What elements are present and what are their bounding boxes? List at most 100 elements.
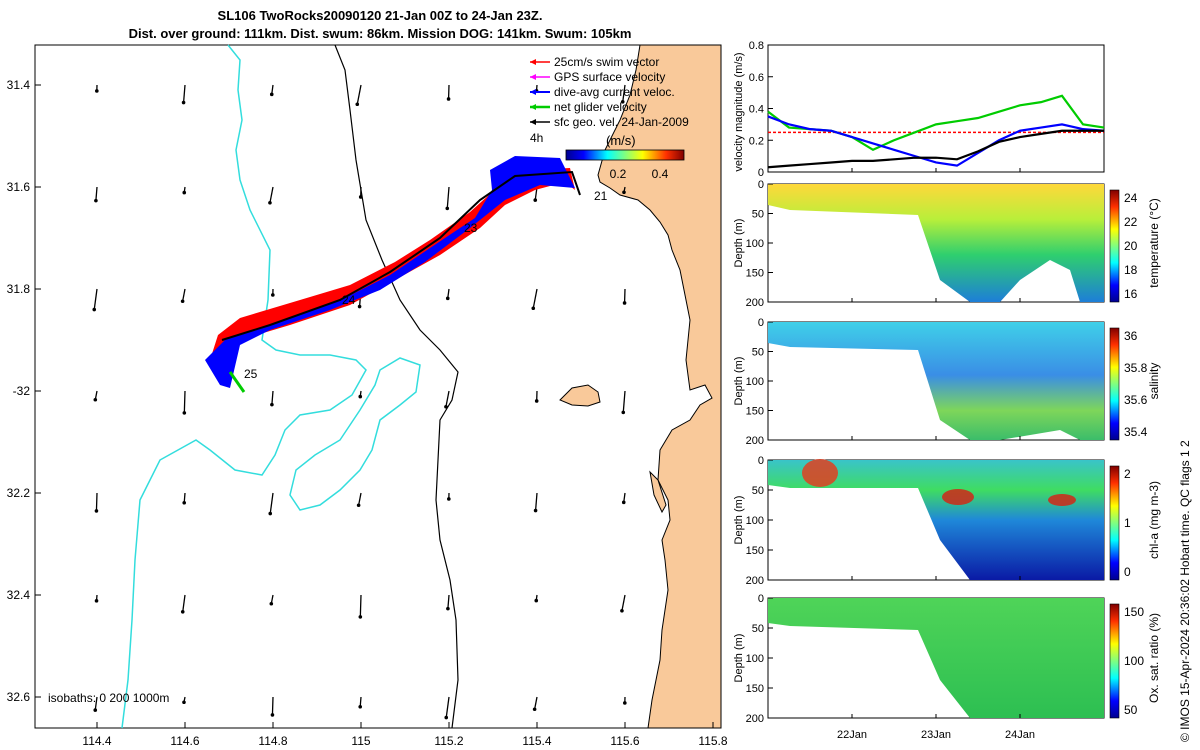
legend-gps-velocity: GPS surface velocity xyxy=(530,70,665,84)
depth-tick-label: 100 xyxy=(746,653,764,665)
time-axis: 22Jan 23Jan 24Jan xyxy=(837,168,1035,741)
velocity-ytick-label: 0 xyxy=(758,167,764,179)
geo-arrowhead xyxy=(621,410,626,415)
salinity-colorbar xyxy=(1109,327,1120,441)
speed-colorbar xyxy=(565,149,685,161)
lat-tick-label: 32.6 xyxy=(7,690,31,704)
depth-tick-label: 0 xyxy=(758,593,764,605)
geo-arrowhead xyxy=(268,511,273,516)
lon-tick-label: 114.4 xyxy=(82,734,111,748)
velocity-ytick-label: 0.4 xyxy=(749,104,764,116)
depth-tick-label: 200 xyxy=(746,575,764,587)
island xyxy=(559,384,601,407)
day-label-25: 25 xyxy=(244,367,258,381)
lon-tick-label: 115.4 xyxy=(522,734,551,748)
depth-tick-label: 50 xyxy=(752,209,764,221)
velocity-frame xyxy=(767,44,1105,173)
colorbar-tick-label: 100 xyxy=(1124,654,1144,668)
geo-arrowhead xyxy=(180,299,185,304)
geo-arrowhead xyxy=(356,503,361,508)
chlorophyll-panel: 2 1 0 xyxy=(767,459,1131,581)
velocity-ytick-label: 0.2 xyxy=(749,135,764,147)
salinity-panel: 36 35.8 35.6 35.4 xyxy=(767,321,1148,441)
geo-arrow xyxy=(534,492,538,511)
legend-label: sfc geo. vel. 24-Jan-2009 xyxy=(554,115,689,129)
day-label-24: 24 xyxy=(342,293,356,307)
geo-arrowhead xyxy=(94,599,99,603)
velocity-series-line xyxy=(767,129,1104,169)
legend-label: dive-avg current veloc. xyxy=(554,85,675,99)
oxygen-colorbar xyxy=(1109,603,1120,719)
geo-arrowhead xyxy=(94,198,98,203)
depth-tick-label: 50 xyxy=(752,347,764,359)
depth-tick-label: 0 xyxy=(758,455,764,467)
colorbar-tick-label: 18 xyxy=(1124,263,1138,277)
geo-arrowhead xyxy=(181,100,186,105)
velocity-ylabel: velocity magnitude (m/s) xyxy=(733,52,745,171)
geo-arrowhead xyxy=(623,701,627,705)
colorbar-tick: 0.4 xyxy=(652,167,669,181)
geo-arrowhead xyxy=(270,402,274,407)
geo-arrowhead xyxy=(270,713,275,717)
net-glider-velocity-arrow xyxy=(228,371,246,393)
oxygen-panel: 150 100 50 xyxy=(767,597,1144,719)
oxygen-field xyxy=(768,598,1104,718)
lon-tick-label: 114.6 xyxy=(170,734,199,748)
lat-tick-label: 31.4 xyxy=(7,78,31,92)
depth-tick-label: 150 xyxy=(746,545,764,557)
geo-arrowhead xyxy=(269,601,274,606)
isobaths-label: isobaths: 0 200 1000m xyxy=(48,691,169,705)
geo-arrow xyxy=(445,390,450,407)
dive-avg-current-band xyxy=(205,156,575,388)
legend-label: 25cm/s swim vector xyxy=(554,55,659,69)
time-tick-label: 24Jan xyxy=(1005,729,1035,741)
day-label-21: 21 xyxy=(594,189,608,203)
day-label-23: 23 xyxy=(464,221,478,235)
geo-arrowhead xyxy=(358,195,363,199)
map-legend: 25cm/s swim vector GPS surface velocity … xyxy=(530,55,689,129)
colorbar-tick-label: 35.4 xyxy=(1124,425,1148,439)
geo-arrowhead xyxy=(355,102,360,107)
temperature-colorbar xyxy=(1109,189,1120,303)
geo-arrowhead xyxy=(358,394,363,399)
velocity-ytick-label: 0.8 xyxy=(749,40,764,52)
lon-tick-label: 115.6 xyxy=(610,734,639,748)
colorbar-tick: 0.2 xyxy=(610,167,627,181)
colorbar-tick-label: 150 xyxy=(1124,605,1144,619)
geo-arrowhead xyxy=(358,615,363,619)
geo-arrow xyxy=(356,84,362,105)
longitude-axis: 114.4 114.6 114.8 115 115.2 115.4 115.6 115.8 xyxy=(82,722,728,748)
lon-tick-label: 115.8 xyxy=(698,734,727,748)
geo-arrow xyxy=(359,594,362,617)
depth-axis-label: Depth (m) xyxy=(733,496,745,545)
temperature-field xyxy=(768,184,1104,302)
colorbar-title: (m/s) xyxy=(606,133,636,148)
geo-arrow xyxy=(271,696,274,715)
legend-dive-avg: dive-avg current veloc. xyxy=(530,85,675,99)
colorbar-tick-label: 35.8 xyxy=(1124,361,1148,375)
depth-tick-label: 50 xyxy=(752,485,764,497)
geo-arrow xyxy=(533,696,538,710)
plot-title-line1: SL106 TwoRocks20090120 21-Jan 00Z to 24-… xyxy=(217,8,543,23)
depth-axis-label: Depth (m) xyxy=(733,357,745,406)
geo-arrowhead xyxy=(446,97,451,101)
colorbar-tick-label: 0 xyxy=(1124,565,1131,579)
geo-arrowhead xyxy=(182,411,187,415)
depth-tick-label: 200 xyxy=(746,435,764,447)
colorbar-tick-label: 36 xyxy=(1124,329,1138,343)
geo-arrow xyxy=(445,696,450,718)
geo-arrow xyxy=(271,390,274,405)
geo-arrow xyxy=(447,594,450,609)
legend-swim-vector: 25cm/s swim vector xyxy=(530,55,659,69)
geo-arrowhead xyxy=(95,89,99,93)
geo-arrow xyxy=(94,696,98,711)
geo-arrow xyxy=(95,186,98,201)
geo-arrow xyxy=(183,390,186,413)
geo-arrowhead xyxy=(269,92,274,97)
geostrophic-velocity-arrows xyxy=(92,84,627,720)
geo-arrow xyxy=(182,84,186,103)
velocity-series-line xyxy=(767,115,1105,167)
colorbar-tick-label: 20 xyxy=(1124,239,1138,253)
geo-arrowhead xyxy=(444,404,448,409)
